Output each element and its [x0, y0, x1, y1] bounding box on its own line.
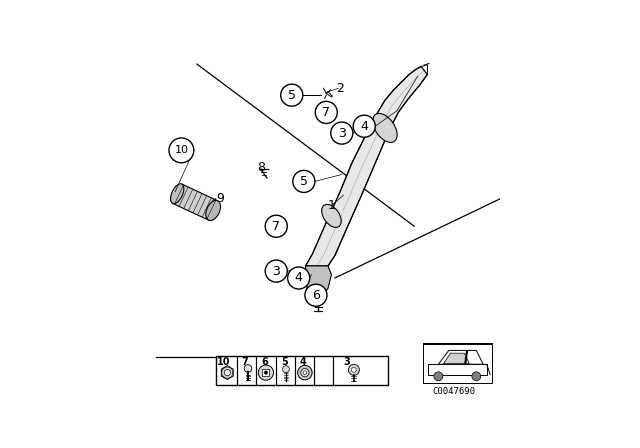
Text: 8: 8	[257, 161, 266, 174]
Circle shape	[259, 365, 273, 380]
Text: 7: 7	[323, 106, 330, 119]
Text: 5: 5	[288, 89, 296, 102]
Circle shape	[244, 365, 252, 372]
Ellipse shape	[322, 204, 341, 228]
Circle shape	[303, 371, 307, 375]
Ellipse shape	[206, 200, 221, 220]
Circle shape	[293, 170, 315, 193]
Text: 7: 7	[272, 220, 280, 233]
Text: 6: 6	[261, 357, 268, 367]
Text: 3: 3	[344, 357, 350, 367]
Bar	[262, 369, 269, 376]
Polygon shape	[444, 353, 469, 363]
Circle shape	[224, 370, 230, 376]
Text: 5: 5	[281, 357, 287, 367]
Circle shape	[281, 84, 303, 106]
Text: 1: 1	[328, 199, 336, 212]
Circle shape	[351, 367, 356, 372]
Polygon shape	[305, 66, 428, 266]
Text: C0047690: C0047690	[433, 387, 476, 396]
Polygon shape	[305, 266, 332, 297]
Ellipse shape	[372, 113, 397, 142]
Text: 9: 9	[216, 192, 224, 205]
Circle shape	[265, 260, 287, 282]
Text: 3: 3	[272, 265, 280, 278]
Bar	[216, 356, 388, 385]
Polygon shape	[438, 350, 483, 364]
Text: 10: 10	[217, 357, 230, 367]
Circle shape	[331, 122, 353, 144]
Circle shape	[348, 364, 360, 375]
Circle shape	[353, 115, 375, 137]
Polygon shape	[428, 364, 486, 375]
Text: 4: 4	[360, 120, 368, 133]
Ellipse shape	[171, 184, 184, 204]
Text: 5: 5	[300, 175, 308, 188]
Circle shape	[282, 366, 289, 373]
Circle shape	[316, 101, 337, 124]
Circle shape	[434, 372, 443, 381]
Polygon shape	[173, 184, 218, 220]
Circle shape	[298, 366, 312, 380]
Text: 6: 6	[312, 289, 320, 302]
Circle shape	[305, 284, 327, 306]
Text: 3: 3	[338, 127, 346, 140]
Text: 10: 10	[174, 145, 188, 155]
Text: 7: 7	[242, 357, 248, 367]
Circle shape	[265, 215, 287, 237]
Bar	[423, 344, 492, 383]
Text: 4: 4	[300, 357, 307, 367]
Circle shape	[169, 138, 194, 163]
Circle shape	[301, 368, 309, 377]
Text: 4: 4	[295, 271, 303, 284]
Circle shape	[264, 371, 268, 375]
Circle shape	[287, 267, 310, 289]
Text: 2: 2	[337, 82, 344, 95]
Circle shape	[472, 372, 481, 381]
